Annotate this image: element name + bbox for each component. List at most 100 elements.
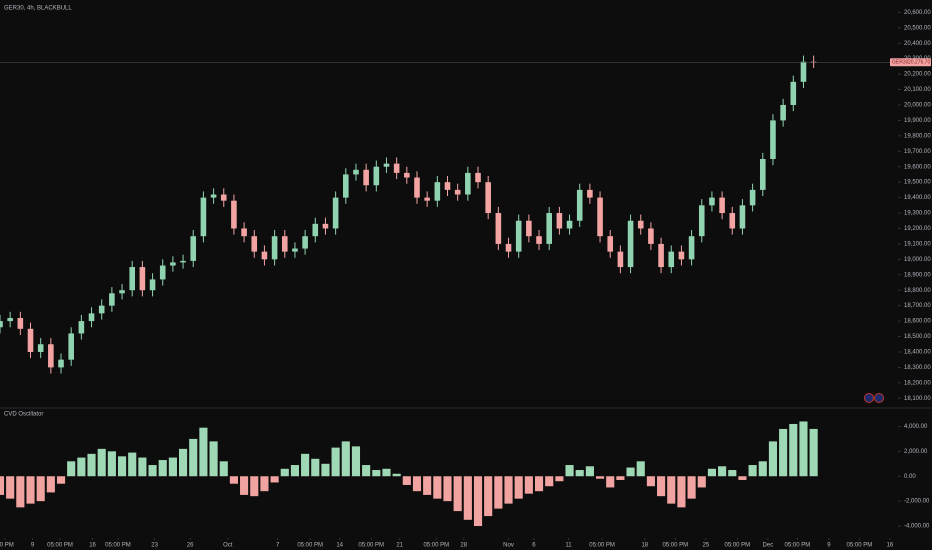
x-tick-label: Oct: [223, 543, 233, 549]
symbol-tag: GER30: [892, 60, 909, 66]
candle-body: [688, 236, 695, 260]
bar: [168, 457, 177, 477]
x-tick-label: 05:00 PM: [297, 543, 323, 549]
candle-body: [261, 251, 268, 260]
bar: [138, 457, 147, 477]
bar: [545, 476, 554, 487]
bar: [402, 476, 411, 485]
x-tick-label: 05:00 PM: [662, 543, 688, 549]
candle-body: [404, 172, 410, 178]
indicator-title: CVD Oscillator: [4, 412, 43, 418]
candle-body: [505, 243, 512, 252]
y-tick-label: 18,500.00: [904, 334, 931, 340]
bar: [229, 476, 238, 484]
bar: [636, 461, 645, 477]
bar: [36, 476, 45, 502]
x-tick-label: 21: [396, 543, 403, 549]
candle-body: [190, 236, 197, 261]
x-tick-label: 28: [460, 543, 467, 549]
candle-body: [617, 251, 624, 268]
candle-body: [709, 197, 715, 206]
candle-body: [515, 220, 522, 252]
bar: [321, 463, 330, 477]
y-tick-label: 19,500.00: [904, 180, 931, 186]
bar: [87, 453, 96, 477]
y-tick-label: 19,700.00: [904, 149, 931, 155]
bar: [382, 468, 391, 477]
y-tick-label: 4,000.00: [904, 424, 928, 430]
x-tick-label: 6: [532, 543, 536, 549]
bar: [351, 446, 361, 477]
icon[interactable]: [864, 393, 874, 403]
candle-body: [0, 321, 3, 328]
bar: [534, 476, 544, 492]
x-tick-label: 26: [187, 543, 194, 549]
candle-body: [37, 344, 44, 352]
bar: [738, 476, 747, 480]
y-tick-label: 19,000.00: [904, 257, 931, 263]
candle-body: [322, 223, 329, 229]
y-tick-label: 19,300.00: [904, 211, 931, 217]
candle-body: [139, 267, 146, 291]
x-tick-label: 05:00 PM: [47, 543, 73, 549]
bar: [56, 476, 66, 484]
bar: [6, 476, 15, 499]
bar: [331, 447, 340, 477]
y-tick-label: 20,600.00: [904, 10, 931, 16]
candle-body: [210, 194, 217, 198]
candle-body: [48, 344, 54, 368]
candle-body: [678, 251, 685, 260]
bar: [707, 468, 716, 477]
candle-body: [719, 197, 725, 214]
bar: [443, 476, 452, 502]
bar: [199, 427, 208, 477]
x-tick-label: 05:00 PM: [847, 543, 873, 549]
candle-body: [475, 172, 481, 183]
candle-body: [353, 169, 359, 175]
bar: [768, 441, 778, 477]
icon[interactable]: [874, 393, 884, 403]
bar: [799, 421, 808, 477]
bar: [473, 476, 483, 527]
y-tick-label: 19,800.00: [904, 133, 931, 139]
candle-body: [658, 243, 664, 268]
bar: [667, 476, 676, 504]
bar: [77, 457, 86, 477]
candle-body: [58, 359, 64, 368]
candle-body: [465, 172, 471, 195]
bar: [809, 428, 818, 477]
candle-body: [312, 223, 319, 237]
candle-body: [68, 333, 74, 360]
bar: [779, 428, 788, 477]
y-tick-label: 2,000.00: [904, 449, 928, 455]
candle-body: [393, 163, 400, 173]
bar: [657, 476, 666, 497]
x-tick-label: 16: [887, 543, 894, 549]
chart-title: GER30, 4h, BLACKBULL: [4, 6, 72, 12]
x-tick-label: 9: [827, 543, 831, 549]
candle-body: [780, 104, 786, 121]
candle-body: [78, 321, 85, 334]
x-tick-label: 14: [336, 543, 343, 549]
y-tick-label: 18,800.00: [904, 288, 931, 294]
y-tick-label: 18,100.00: [904, 396, 931, 402]
candle-body: [648, 228, 654, 244]
bar: [728, 470, 737, 477]
bar: [758, 461, 767, 477]
bar: [250, 476, 259, 497]
candle-body: [556, 213, 563, 229]
bar: [219, 461, 228, 477]
candle-body: [383, 163, 390, 167]
candle-body: [566, 220, 573, 229]
candle-body: [434, 182, 441, 201]
x-tick-label: 05:00 PM: [105, 543, 131, 549]
candle-body: [281, 236, 288, 252]
bar: [646, 476, 655, 487]
y-tick-label: 20,500.00: [904, 25, 931, 31]
bar: [718, 466, 727, 477]
candle-body: [495, 213, 502, 244]
candle-body: [170, 262, 176, 266]
candle-body: [17, 318, 24, 329]
bar: [575, 470, 584, 477]
bar: [524, 476, 533, 494]
